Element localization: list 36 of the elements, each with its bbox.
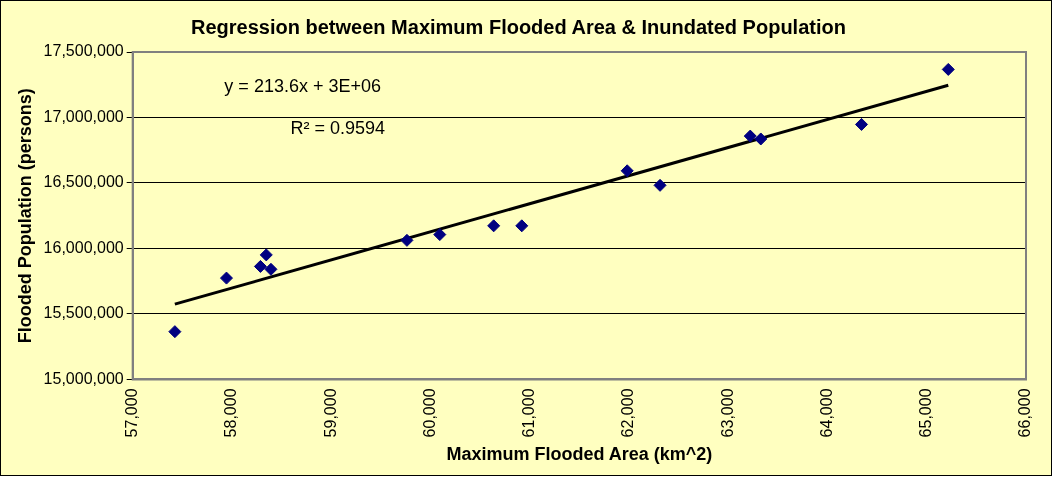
- point: [253, 259, 267, 273]
- point: [259, 248, 273, 262]
- x-tick-label: 66,000: [1016, 388, 1034, 438]
- y-tick-label: 17,500,000: [43, 42, 124, 60]
- point: [941, 62, 955, 76]
- x-tick-label: 65,000: [917, 388, 935, 438]
- x-tick-label: 57,000: [123, 388, 141, 438]
- point: [264, 262, 278, 276]
- point: [433, 228, 447, 242]
- annotation: R² = 0.9594: [290, 118, 385, 138]
- y-axis-title: Flooded Population (persons): [14, 88, 35, 344]
- x-tick-label: 62,000: [619, 388, 637, 438]
- point: [620, 164, 634, 178]
- point: [487, 219, 501, 233]
- point: [515, 219, 529, 233]
- chart-title: Regression between Maximum Flooded Area & Inundated Population: [191, 15, 846, 38]
- point: [855, 117, 869, 131]
- x-tick-label: 64,000: [817, 388, 835, 438]
- y-tick-label: 16,500,000: [43, 173, 124, 191]
- x-tick-label: 58,000: [222, 388, 240, 438]
- point: [653, 178, 667, 192]
- y-tick-label: 15,500,000: [43, 304, 124, 322]
- annotation: y = 213.6x + 3E+06: [224, 76, 381, 96]
- point: [754, 132, 768, 146]
- point: [400, 233, 414, 247]
- x-axis-title: Maximum Flooded Area (km^2): [446, 444, 713, 465]
- point: [168, 325, 182, 339]
- y-tick-label: 17,000,000: [43, 107, 124, 125]
- y-tick-label: 15,000,000: [43, 369, 124, 387]
- y-tick-label: 16,000,000: [43, 238, 124, 256]
- x-tick-label: 60,000: [420, 388, 438, 438]
- x-tick-label: 59,000: [321, 388, 339, 438]
- x-tick-label: 61,000: [520, 388, 538, 438]
- point: [743, 129, 757, 143]
- x-tick-label: 63,000: [718, 388, 736, 438]
- point: [219, 271, 233, 285]
